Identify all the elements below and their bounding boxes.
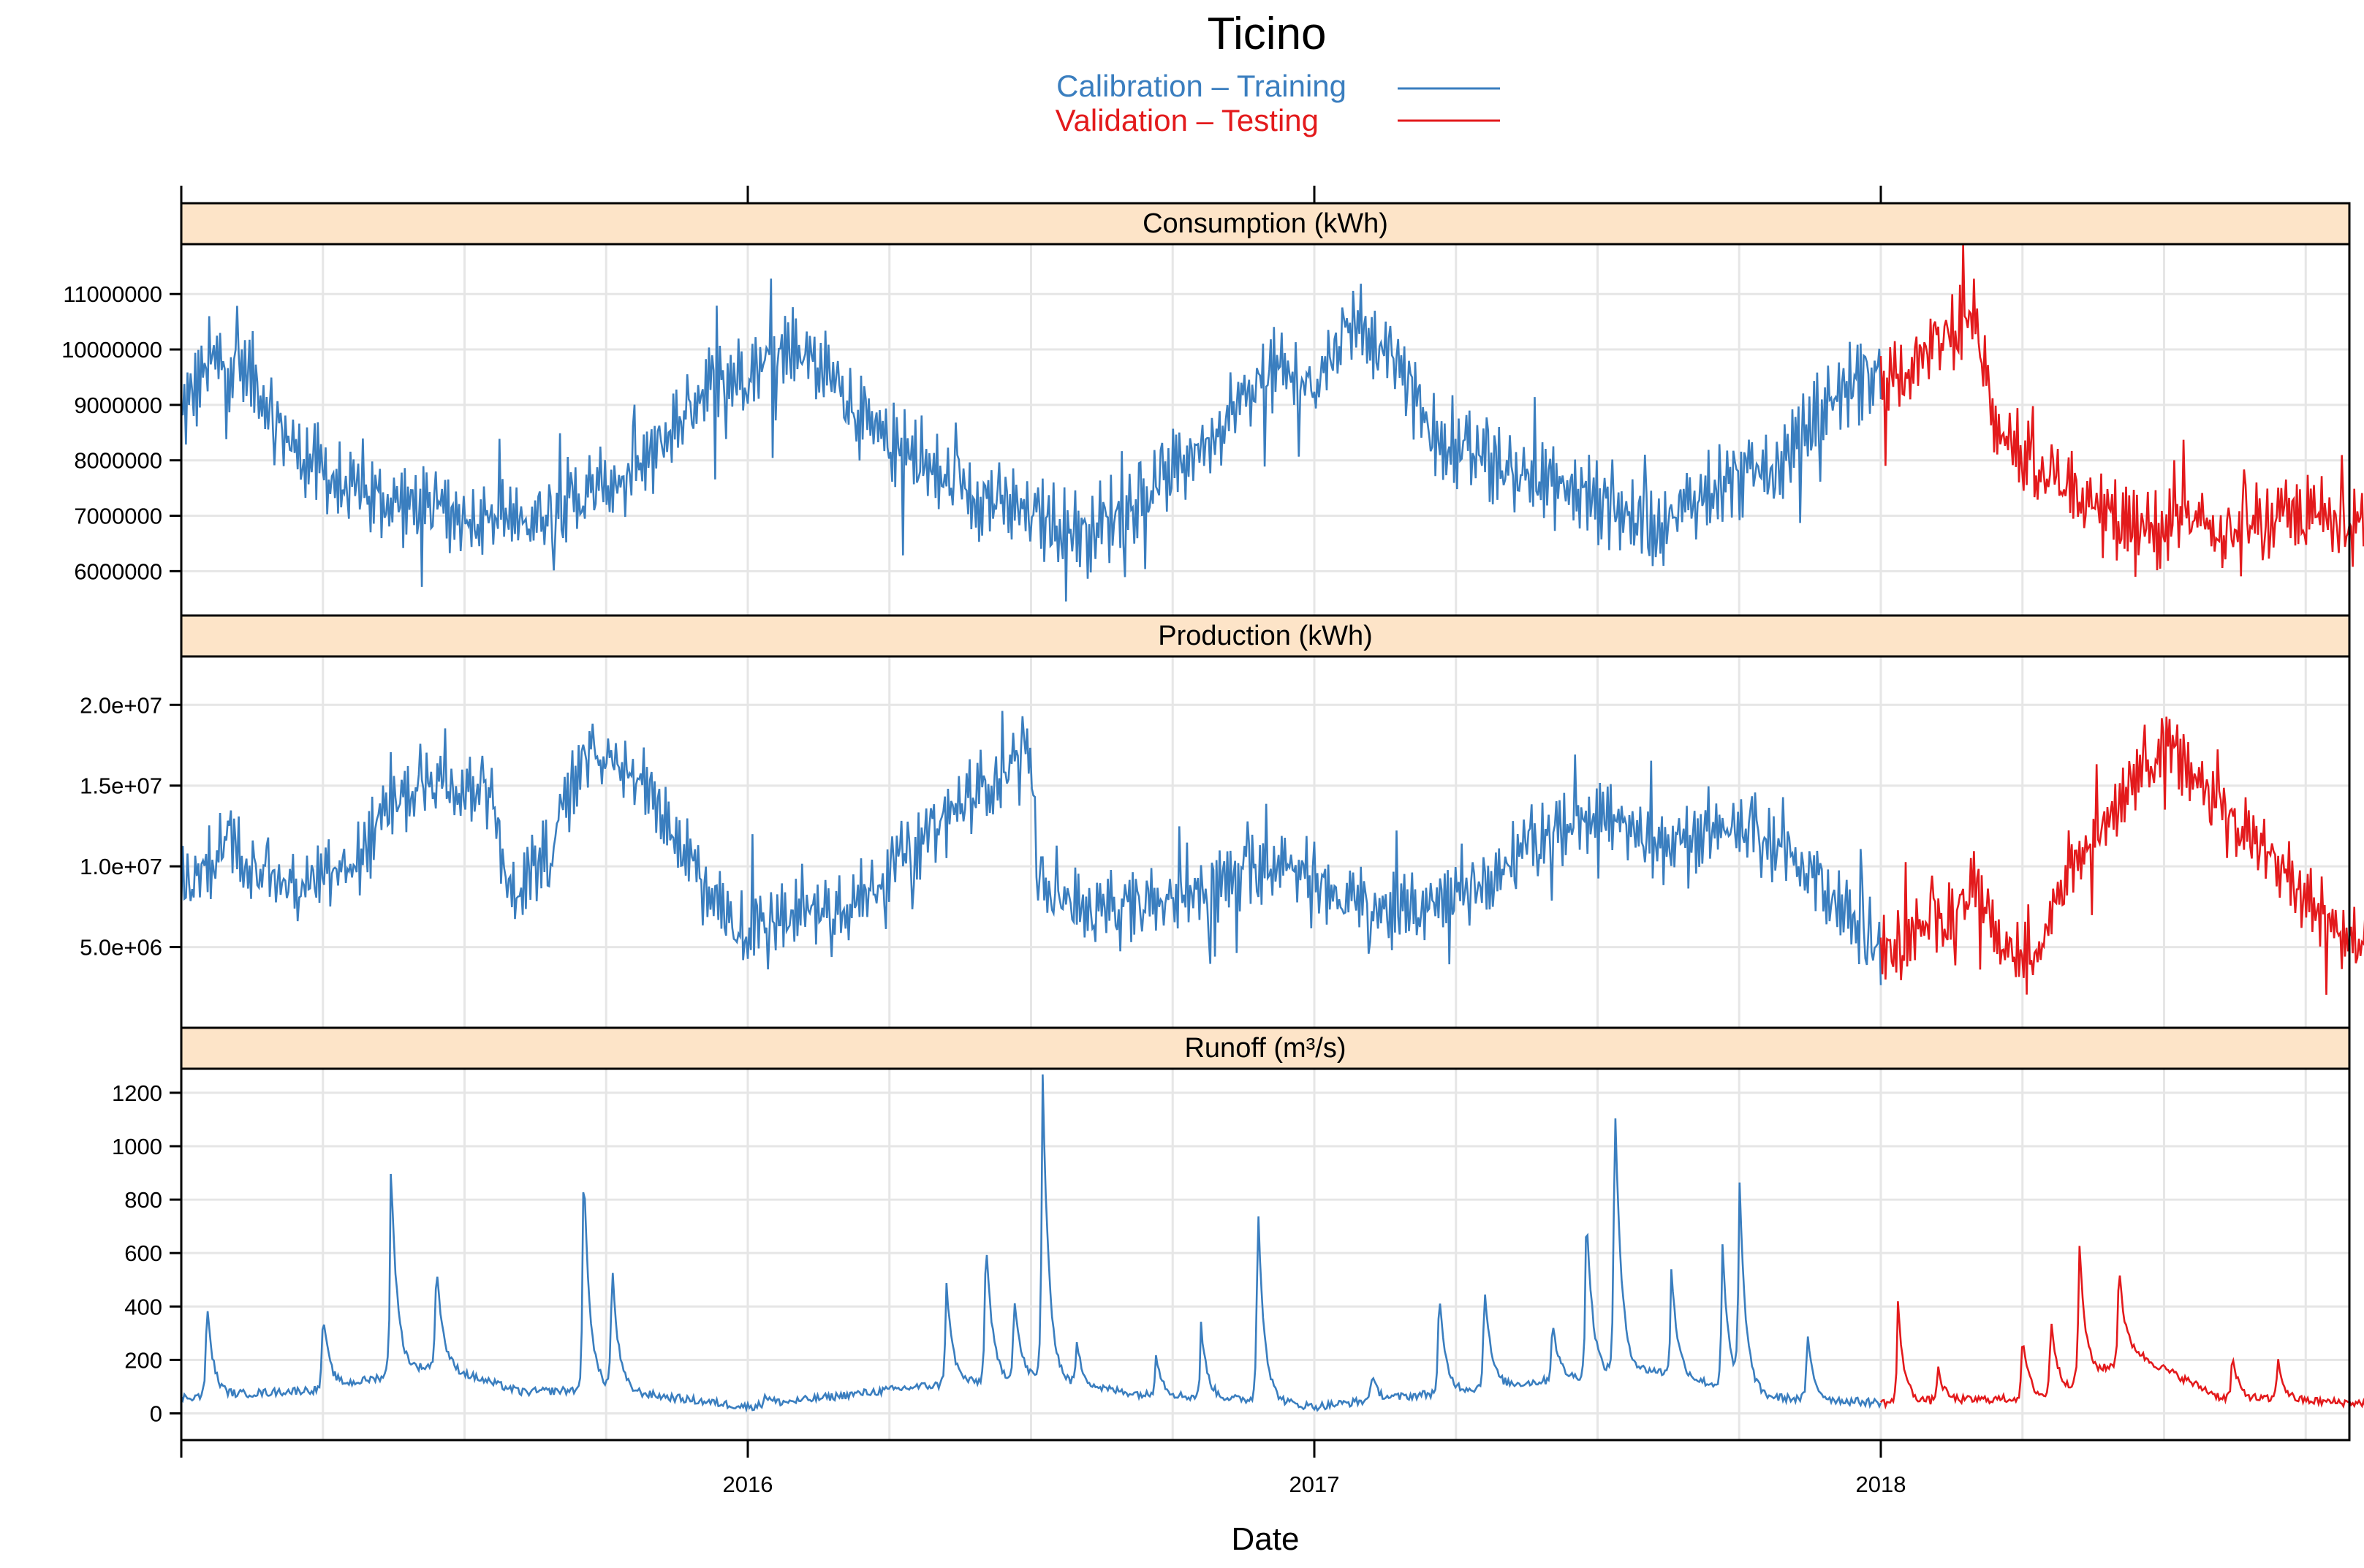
- series-line-training: [180, 279, 1882, 602]
- strip-label-consumption: Consumption (kWh): [1143, 208, 1388, 239]
- y-tick-label: 0: [150, 1401, 162, 1426]
- legend-label-validation: Validation – Testing: [1056, 103, 1319, 137]
- strip-label-production: Production (kWh): [1158, 621, 1373, 651]
- x-axis: 2016 2017 2018: [180, 1440, 1906, 1497]
- y-tick-label: 6000000: [74, 558, 162, 584]
- panel-production: Production (kWh) 5.0e+06 1.0e+07 1.5e+07 2.…: [80, 614, 2364, 1029]
- series-line-validation: [1879, 243, 2364, 577]
- strip-label-runoff: Runoff (m³/s): [1184, 1033, 1346, 1064]
- y-tick-label: 7000000: [74, 504, 162, 529]
- y-tick-label: 1.0e+07: [80, 854, 162, 879]
- x-tick-label-2018: 2018: [1856, 1472, 1906, 1497]
- x-tick-label-2016: 2016: [723, 1472, 773, 1497]
- top-axis-ticks: [180, 186, 1882, 203]
- series-line-training: [180, 1074, 1882, 1413]
- y-tick-label: 11000000: [63, 281, 162, 307]
- x-axis-title: Date: [1232, 1521, 1300, 1557]
- y-tick-label: 9000000: [74, 393, 162, 418]
- legend-label-training: Calibration – Training: [1056, 69, 1346, 103]
- y-tick-label: 8000000: [74, 448, 162, 474]
- y-tick-label: 600: [124, 1241, 162, 1266]
- x-tick-label-2017: 2017: [1289, 1472, 1340, 1497]
- y-tick-label: 1000: [112, 1134, 162, 1159]
- y-tick-label: 2.0e+07: [80, 692, 162, 718]
- y-tick-label: 200: [124, 1347, 162, 1373]
- y-tick-label: 5.0e+06: [80, 935, 162, 961]
- legend: Calibration – Training Validation – Test…: [1056, 69, 1500, 137]
- chart-title: Ticino: [1207, 9, 1326, 59]
- y-tick-label: 1200: [112, 1080, 162, 1106]
- series-line-validation: [1879, 1246, 2364, 1410]
- panel-runoff: Runoff (m³/s) 0 200 400 600 800 1000 1200: [112, 1026, 2364, 1442]
- y-tick-label: 1.5e+07: [80, 773, 162, 799]
- y-tick-label: 800: [124, 1187, 162, 1213]
- panel-consumption: Consumption (kWh) 6000000 7000000 8000000 9…: [61, 202, 2364, 617]
- y-tick-label: 10000000: [61, 337, 162, 363]
- y-tick-label: 400: [124, 1294, 162, 1319]
- series-line-training: [180, 711, 1882, 985]
- series-line-validation: [1879, 716, 2364, 995]
